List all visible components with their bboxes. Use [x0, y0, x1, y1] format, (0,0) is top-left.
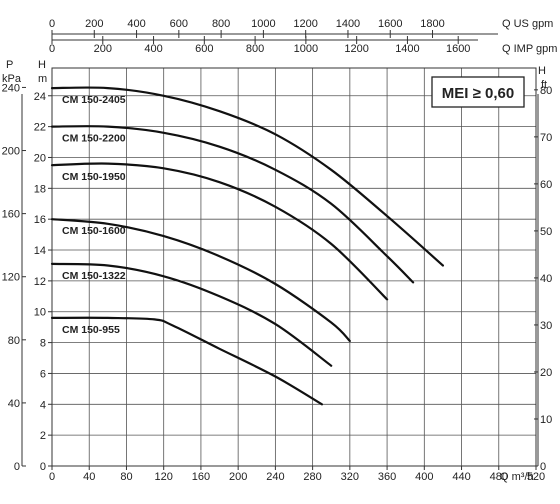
x-tick-label: 520: [527, 471, 545, 483]
us-gpm-tick-label: 1600: [378, 18, 402, 30]
y-m-tick-label: 14: [34, 245, 46, 257]
us-gpm-tick-label: 400: [127, 18, 145, 30]
kpa-axis-unit: kPa: [2, 73, 22, 85]
x-tick-label: 120: [155, 471, 173, 483]
y-m-axis-unit: m: [38, 73, 47, 85]
mei-badge: MEI ≥ 0,60: [431, 76, 525, 108]
ft-tick-label: 40: [540, 273, 552, 285]
y-m-tick-label: 6: [40, 368, 46, 380]
us-gpm-tick-label: 200: [85, 18, 103, 30]
curve-cm-150-1600: [50, 218, 351, 343]
curve-cm-150-2405: [50, 86, 444, 267]
imp-gpm-tick-label: 1400: [395, 43, 419, 55]
kpa-tick-label: 200: [2, 146, 20, 158]
curve-cm-150-1950: [50, 162, 389, 301]
y-m-tick-label: 4: [40, 399, 46, 411]
x-tick-label: 160: [192, 471, 210, 483]
imp-gpm-tick-label: 800: [246, 43, 264, 55]
imp-gpm-tick-label: 400: [144, 43, 162, 55]
x-tick-label: 280: [303, 471, 321, 483]
x-axis-label: Q m³/h: [500, 471, 534, 483]
ft-tick-label: 20: [540, 367, 552, 379]
y-m-tick-label: 24: [34, 91, 46, 103]
imp-gpm-tick-label: 200: [94, 43, 112, 55]
ft-tick-label: 80: [540, 85, 552, 97]
x-tick-label: 360: [378, 471, 396, 483]
imp-gpm-tick-label: 0: [49, 43, 55, 55]
kpa-tick-label: 40: [8, 398, 20, 410]
us-gpm-tick-label: 1800: [420, 18, 444, 30]
curve-cm-150-2200: [50, 125, 415, 284]
ft-tick-label: 10: [540, 414, 552, 426]
us-gpm-tick-label: 600: [170, 18, 188, 30]
y-m-tick-label: 20: [34, 152, 46, 164]
x-tick-label: 200: [229, 471, 247, 483]
y-m-tick-label: 8: [40, 338, 46, 350]
curve-label: CM 150-955: [62, 324, 120, 336]
y-m-tick-label: 12: [34, 276, 46, 288]
curve-label: CM 150-1600: [62, 225, 126, 237]
ft-axis-unit: ft: [541, 79, 547, 91]
imp-gpm-axis-label: Q IMP gpm: [502, 43, 557, 55]
curve-cm-150-1322: [50, 262, 333, 367]
curve-label: CM 150-1322: [62, 270, 126, 282]
us-gpm-axis-label: Q US gpm: [502, 18, 553, 30]
us-gpm-tick-label: 800: [212, 18, 230, 30]
y-m-tick-label: 22: [34, 122, 46, 134]
ft-tick-label: 30: [540, 320, 552, 332]
y-m-axis-label: H: [38, 59, 46, 71]
imp-gpm-tick-label: 1000: [294, 43, 318, 55]
kpa-tick-label: 0: [14, 461, 20, 473]
x-tick-label: 400: [415, 471, 433, 483]
imp-gpm-tick-label: 600: [195, 43, 213, 55]
us-gpm-tick-label: 1200: [293, 18, 317, 30]
curve-label: CM 150-2405: [62, 94, 126, 106]
x-tick-label: 240: [266, 471, 284, 483]
imp-gpm-tick-label: 1200: [344, 43, 368, 55]
imp-gpm-tick-label: 1600: [446, 43, 470, 55]
kpa-tick-label: 160: [2, 209, 20, 221]
kpa-tick-label: 120: [2, 272, 20, 284]
y-m-tick-label: 18: [34, 183, 46, 195]
mei-badge-text: MEI ≥ 0,60: [442, 85, 514, 102]
y-m-tick-label: 10: [34, 307, 46, 319]
x-tick-label: 40: [83, 471, 95, 483]
curves: [50, 86, 444, 406]
x-tick-label: 320: [341, 471, 359, 483]
us-gpm-tick-label: 1000: [251, 18, 275, 30]
plot-frame: [51, 67, 537, 467]
us-gpm-tick-label: 1400: [336, 18, 360, 30]
curve-label: CM 150-1950: [62, 171, 126, 183]
ft-axis-label: H: [538, 65, 546, 77]
curve-label: CM 150-2200: [62, 133, 126, 145]
ft-tick-label: 70: [540, 132, 552, 144]
x-tick-label: 0: [49, 471, 55, 483]
kpa-tick-label: 80: [8, 335, 20, 347]
ft-tick-label: 50: [540, 226, 552, 238]
kpa-tick-label: 240: [2, 82, 20, 94]
axes: [21, 30, 539, 470]
ft-tick-label: 60: [540, 179, 552, 191]
y-m-tick-label: 16: [34, 214, 46, 226]
labels: 0 40 80 120 160 200 240 280 320 360 400 440 480 520Q …: [2, 18, 558, 483]
curve-cm-150-955: [50, 316, 323, 406]
us-gpm-tick-label: 0: [49, 18, 55, 30]
ft-tick-label: 0: [540, 461, 546, 473]
y-m-tick-label: 0: [40, 461, 46, 473]
y-m-tick-label: 2: [40, 430, 46, 442]
x-tick-label: 80: [120, 471, 132, 483]
x-tick-label: 480: [490, 471, 508, 483]
x-tick-label: 440: [452, 471, 470, 483]
kpa-axis-label: P: [6, 59, 13, 71]
